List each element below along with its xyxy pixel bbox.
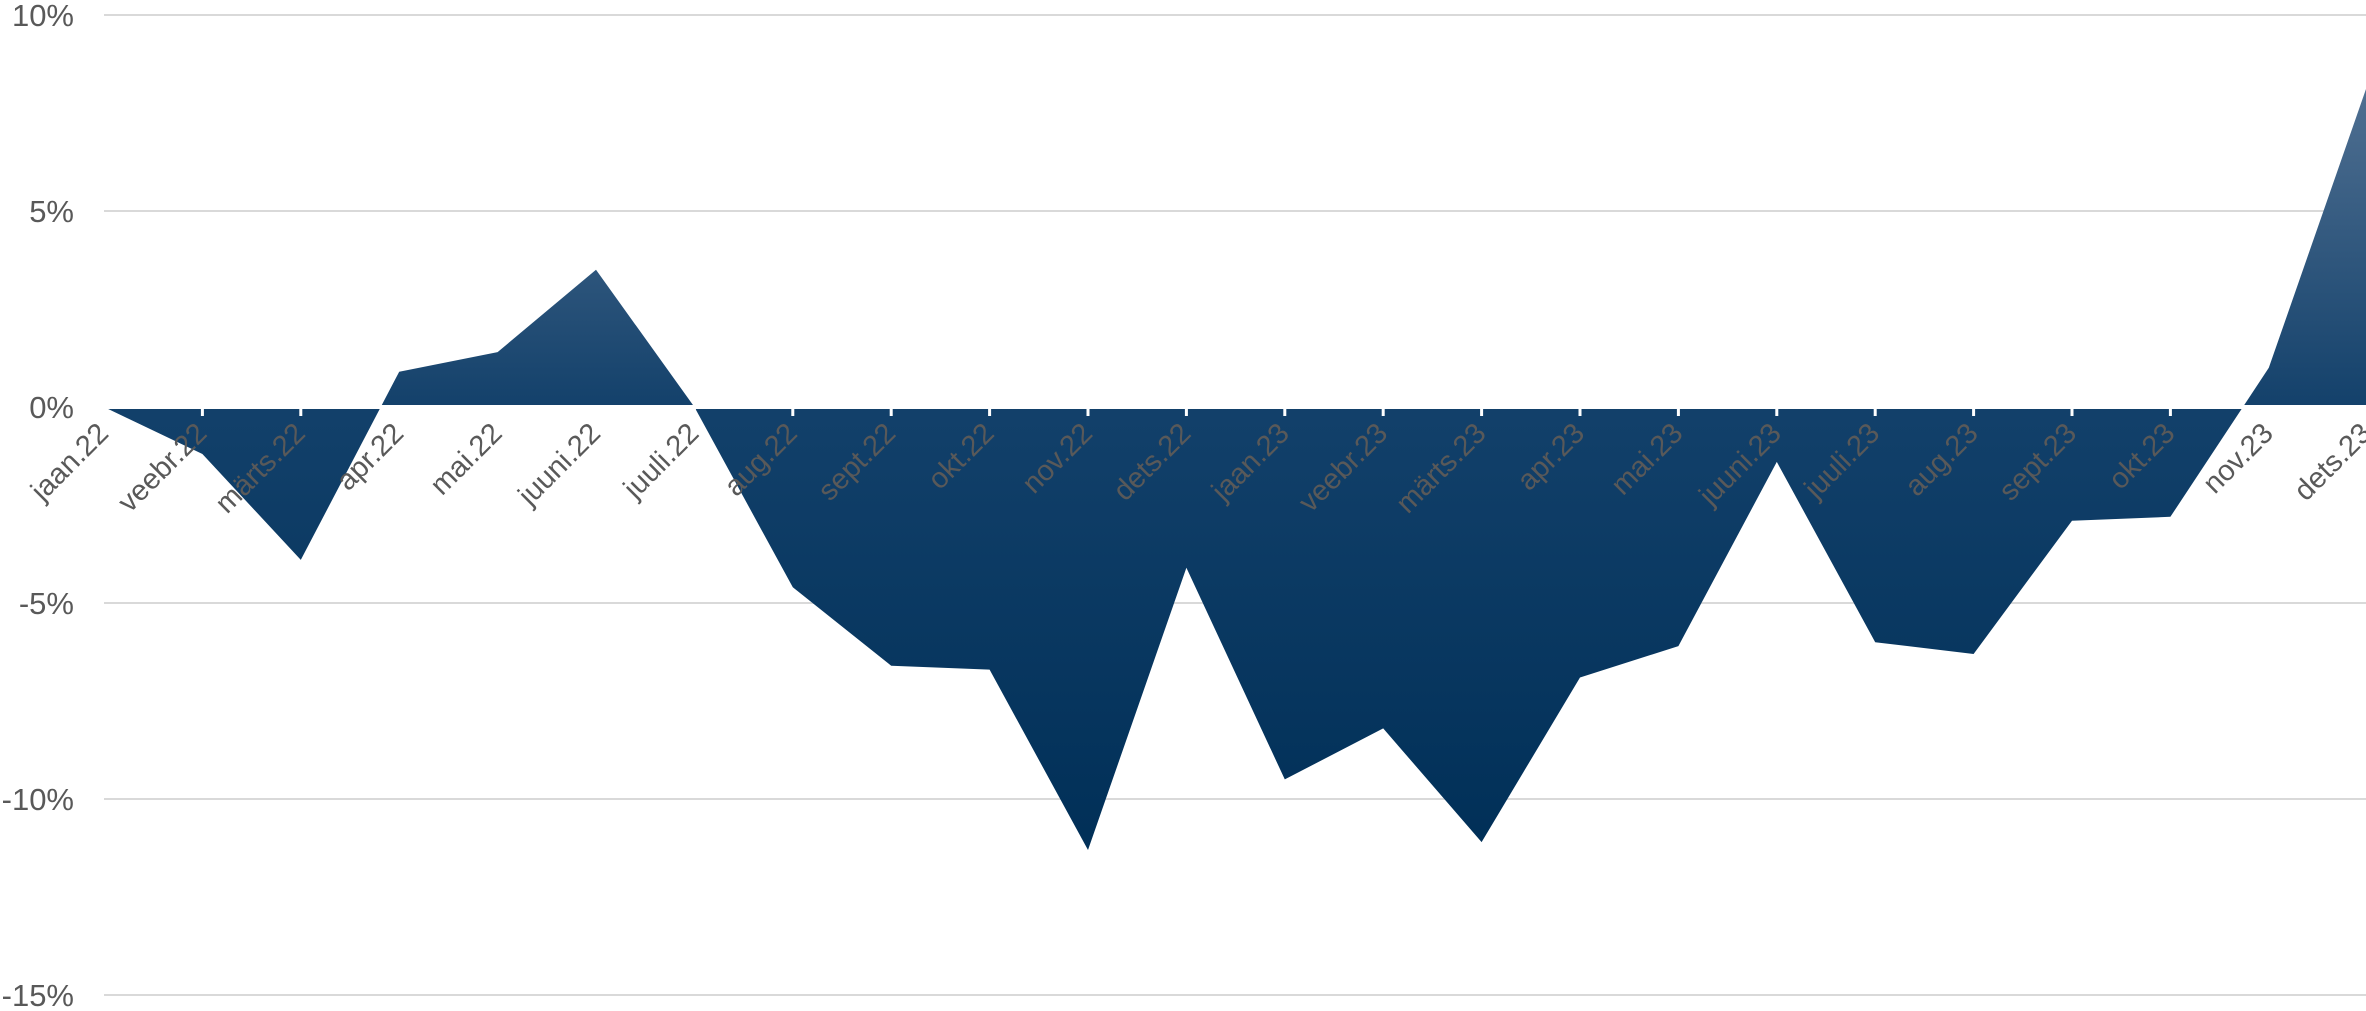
- area-series-fill: [104, 85, 2366, 850]
- x-tick-label: juuli.22: [617, 417, 705, 505]
- x-tick-label: mai.22: [424, 417, 508, 501]
- y-tick-label: 5%: [29, 194, 74, 229]
- y-axis-labels: 10% 5% 0% -5% -10% -15%: [2, 0, 74, 1011]
- area-series: [104, 85, 2366, 850]
- y-tick-label: 10%: [12, 0, 74, 33]
- x-axis: [102, 405, 2366, 416]
- x-tick-label: jaan.22: [24, 417, 115, 508]
- y-tick-label: -15%: [2, 978, 74, 1011]
- x-tick-label: juuni.22: [512, 417, 607, 512]
- y-tick-label: 0%: [29, 390, 74, 425]
- y-tick-label: -5%: [19, 586, 74, 621]
- y-tick-label: -10%: [2, 782, 74, 817]
- x-tick-label: dets.23: [2288, 417, 2366, 507]
